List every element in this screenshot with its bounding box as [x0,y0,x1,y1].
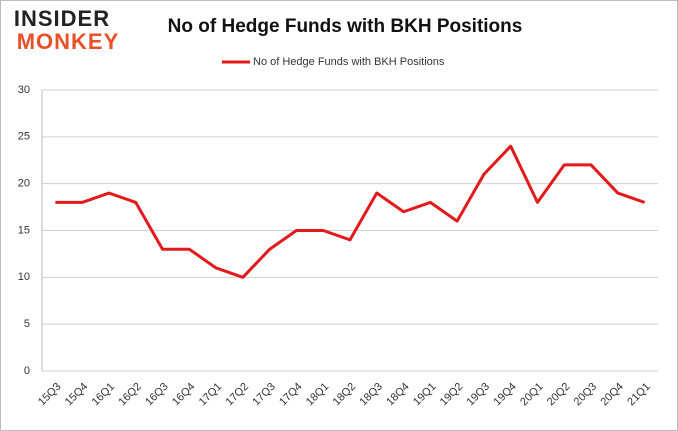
y-tick-label: 15 [18,224,30,236]
data-line [55,144,646,279]
y-tick-label: 5 [24,318,30,330]
logo-line1: INSIDER [14,6,110,31]
y-tick-label: 25 [18,131,30,143]
chart-title: No of Hedge Funds with BKH Positions [168,16,523,37]
y-tick-label: 30 [18,84,30,96]
y-tick-label: 20 [18,178,30,190]
legend-label: No of Hedge Funds with BKH Positions [253,56,445,68]
logo-line2: MONKEY [17,29,120,54]
y-tick-label: 10 [18,271,30,283]
y-tick-label: 0 [24,365,30,377]
